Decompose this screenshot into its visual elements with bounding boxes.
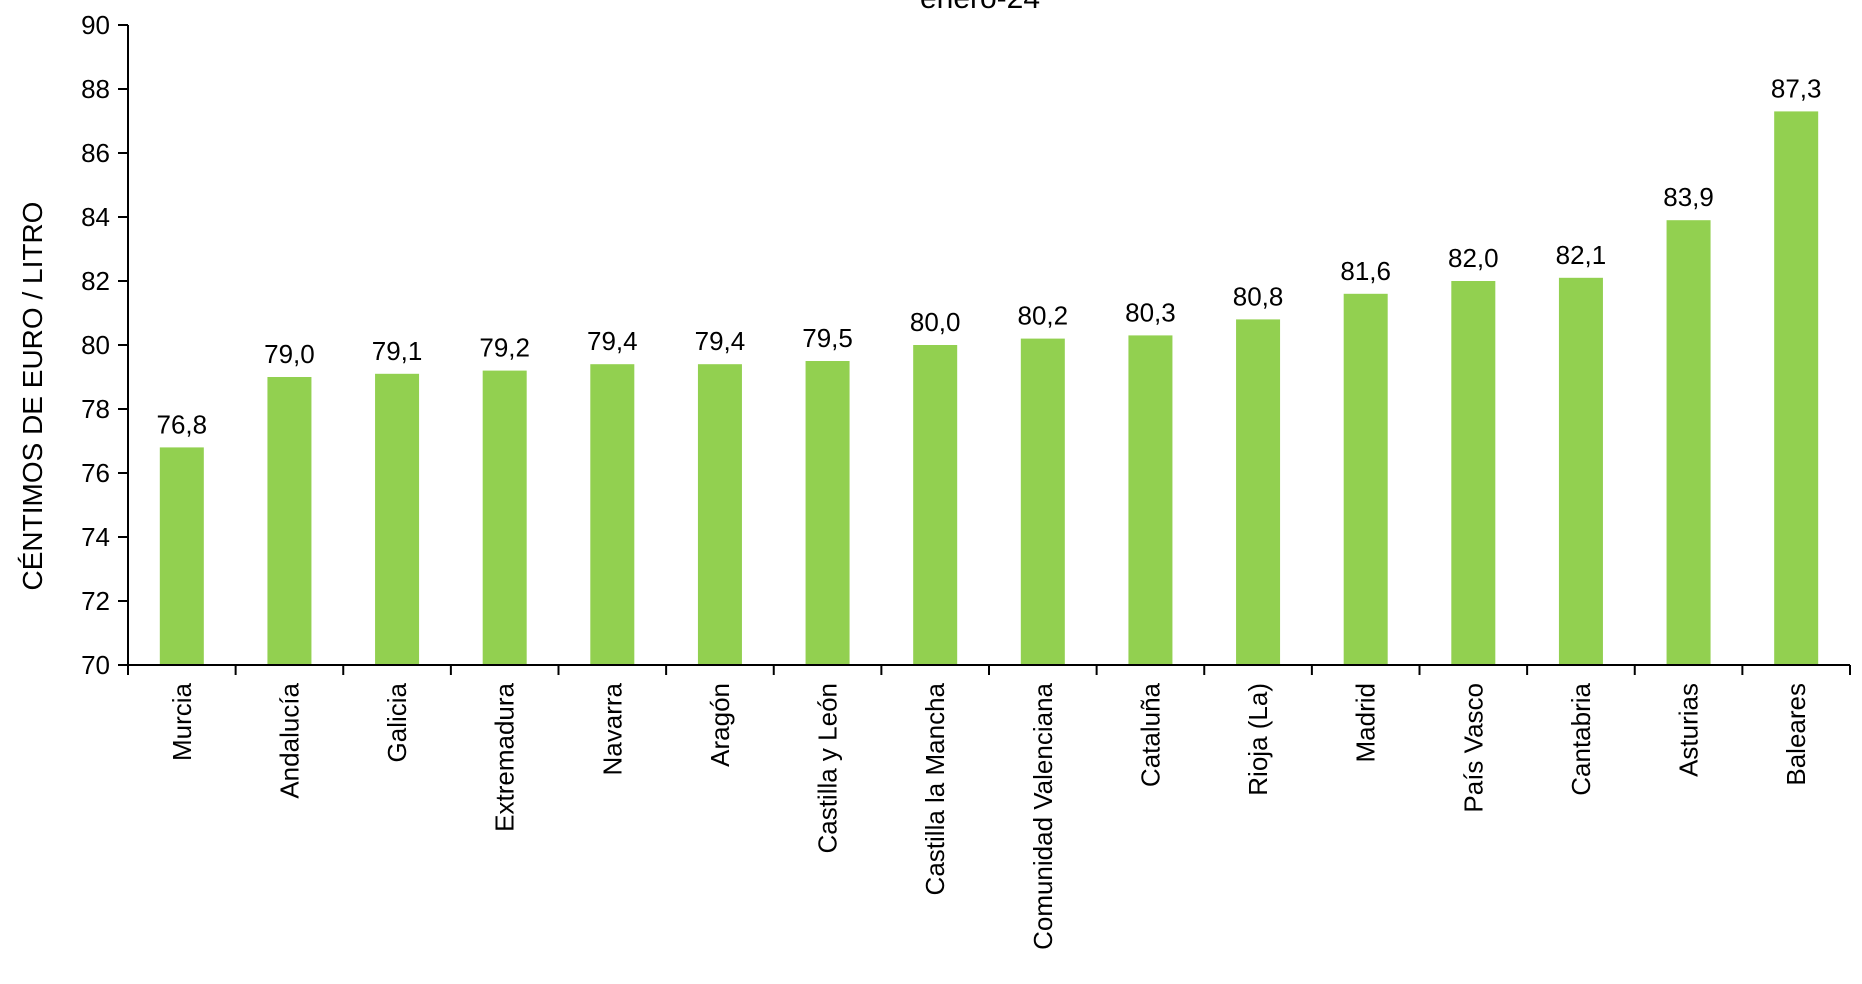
data-label: 80,0 [910, 307, 961, 337]
x-category-label: Galicia [382, 682, 412, 762]
data-label: 79,4 [587, 326, 638, 356]
y-tick-label: 86 [81, 138, 110, 168]
data-label: 79,1 [372, 336, 423, 366]
x-category-label: Murcia [167, 682, 197, 761]
data-label: 80,8 [1233, 281, 1284, 311]
y-tick-label: 72 [81, 586, 110, 616]
bar-catalu-a [1128, 335, 1172, 665]
bar-baleares [1774, 111, 1818, 665]
y-tick-label: 76 [81, 458, 110, 488]
x-category-label: Castilla y León [813, 683, 843, 854]
bar-castilla-y-le-n [806, 361, 850, 665]
chart-title: enero-24 [920, 0, 1040, 15]
bar-galicia [375, 374, 419, 665]
data-label: 82,1 [1556, 240, 1607, 270]
x-category-label: Extremadura [490, 682, 520, 831]
bar-comunidad-valenciana [1021, 339, 1065, 665]
x-category-label: Andalucía [274, 682, 304, 798]
y-tick-label: 84 [81, 202, 110, 232]
y-tick-label: 90 [81, 10, 110, 40]
x-category-label: Comunidad Valenciana [1028, 682, 1058, 949]
bar-asturias [1667, 220, 1711, 665]
bar-castilla-la-mancha [913, 345, 957, 665]
bar-andaluc-a [267, 377, 311, 665]
x-category-label: Rioja (La) [1243, 683, 1273, 796]
y-tick-label: 82 [81, 266, 110, 296]
data-label: 79,0 [264, 339, 315, 369]
y-tick-label: 78 [81, 394, 110, 424]
x-category-label: Cataluña [1135, 682, 1165, 787]
y-tick-label: 70 [81, 650, 110, 680]
bar-cantabria [1559, 278, 1603, 665]
data-label: 81,6 [1340, 256, 1391, 286]
data-label: 76,8 [157, 409, 208, 439]
data-label: 87,3 [1771, 73, 1822, 103]
bar-murcia [160, 447, 204, 665]
bar-pa-s-vasco [1451, 281, 1495, 665]
data-label: 80,2 [1018, 301, 1069, 331]
data-label: 79,2 [479, 333, 530, 363]
bar-madrid [1344, 294, 1388, 665]
x-category-label: Castilla la Mancha [920, 682, 950, 895]
x-category-label: Asturias [1674, 683, 1704, 777]
x-category-label: Aragón [705, 683, 735, 767]
y-axis-title: CÉNTIMOS DE EURO / LITRO [17, 202, 48, 591]
x-category-label: Madrid [1351, 683, 1381, 762]
x-category-label: Navarra [597, 682, 627, 775]
data-label: 82,0 [1448, 243, 1499, 273]
data-label: 83,9 [1663, 182, 1714, 212]
data-label: 79,5 [802, 323, 853, 353]
y-tick-label: 88 [81, 74, 110, 104]
bar-rioja-la [1236, 319, 1280, 665]
bar-extremadura [483, 371, 527, 665]
y-tick-label: 74 [81, 522, 110, 552]
y-tick-label: 80 [81, 330, 110, 360]
data-label: 79,4 [695, 326, 746, 356]
x-category-label: Cantabria [1566, 682, 1596, 795]
data-label: 80,3 [1125, 297, 1176, 327]
bars-layer [160, 111, 1818, 665]
x-category-label: País Vasco [1458, 683, 1488, 813]
x-category-label: Baleares [1781, 683, 1811, 786]
bar-navarra [590, 364, 634, 665]
bar-arag-n [698, 364, 742, 665]
